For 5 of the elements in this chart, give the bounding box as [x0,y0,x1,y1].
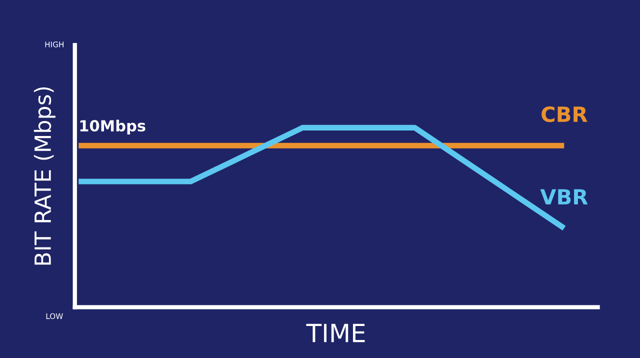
series-label: VBR [540,189,588,204]
series-label: CBR [542,106,588,122]
y-axis-title: BIT RATE (Mbps) [34,87,56,265]
annotation: 10Mbps [80,120,146,135]
x-axis-title: TIME [306,324,365,342]
